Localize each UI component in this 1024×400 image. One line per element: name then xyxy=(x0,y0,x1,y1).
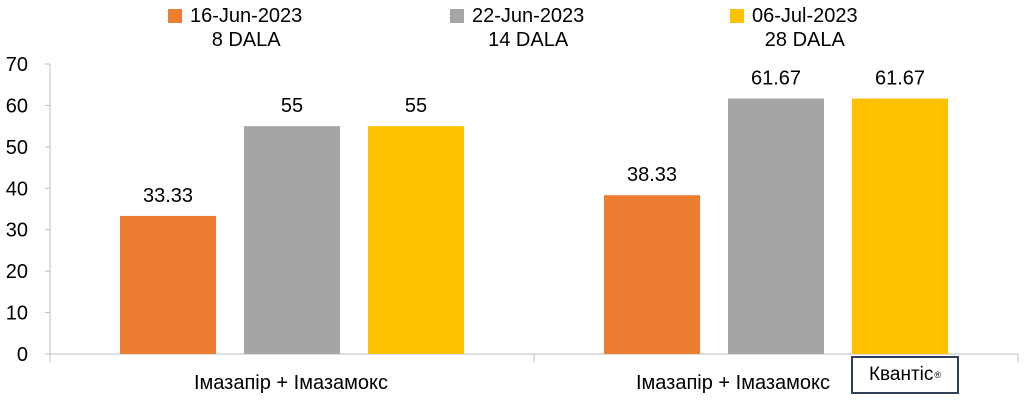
data-label-series-1-category-2: 38.33 xyxy=(627,164,677,186)
bar-series-2-category-1 xyxy=(244,126,340,355)
data-label-series-1-category-1: 33.33 xyxy=(143,185,193,207)
y-tick-label-7: 70 xyxy=(6,54,28,76)
category-label-2: Імазапір + Імазамокс xyxy=(635,372,831,394)
legend-sublabel-series-2: 14 DALA xyxy=(488,29,569,51)
y-tick-label-2: 20 xyxy=(6,261,28,283)
y-tick-label-3: 30 xyxy=(6,220,28,242)
data-label-series-2-category-2: 61.67 xyxy=(751,68,801,90)
bar-series-1-category-1 xyxy=(120,215,216,354)
y-tick-label-0: 0 xyxy=(17,344,28,366)
legend-sublabel-series-3: 28 DALA xyxy=(764,29,845,51)
legend-label-series-1: 16-Jun-2023 xyxy=(190,5,303,27)
bar-series-3-category-1 xyxy=(368,126,464,355)
legend-item-series-2: 22-Jun-2023 14 DALA xyxy=(450,4,584,56)
legend-label-series-3: 06-Jul-2023 xyxy=(752,5,858,27)
legend-swatch-series-3 xyxy=(730,9,744,23)
brand-badge: Квантіс ® xyxy=(851,356,959,394)
bar-series-2-category-2 xyxy=(728,98,824,354)
legend-swatch-series-1 xyxy=(168,9,182,23)
legend-swatch-series-2 xyxy=(450,9,464,23)
brand-name: Квантіс xyxy=(868,364,934,385)
legend-item-series-1: 16-Jun-2023 8 DALA xyxy=(168,4,302,56)
category-label-1: Імазапір + Імазамокс xyxy=(193,372,389,394)
legend-item-series-3: 06-Jul-2023 28 DALA xyxy=(730,4,858,56)
bar-series-1-category-2 xyxy=(604,195,700,354)
y-tick-label-6: 60 xyxy=(6,95,28,117)
legend-sublabel-series-1: 8 DALA xyxy=(211,29,281,51)
y-tick-label-1: 10 xyxy=(6,303,28,325)
legend-label-series-2: 22-Jun-2023 xyxy=(472,5,585,27)
data-label-series-2-category-1: 55 xyxy=(281,95,303,117)
bar-series-3-category-2 xyxy=(852,98,948,354)
registered-mark: ® xyxy=(934,370,942,380)
y-tick-label-5: 50 xyxy=(6,137,28,159)
data-label-series-3-category-2: 61.67 xyxy=(875,68,925,90)
data-label-series-3-category-1: 55 xyxy=(405,95,427,117)
y-tick-label-4: 40 xyxy=(6,178,28,200)
